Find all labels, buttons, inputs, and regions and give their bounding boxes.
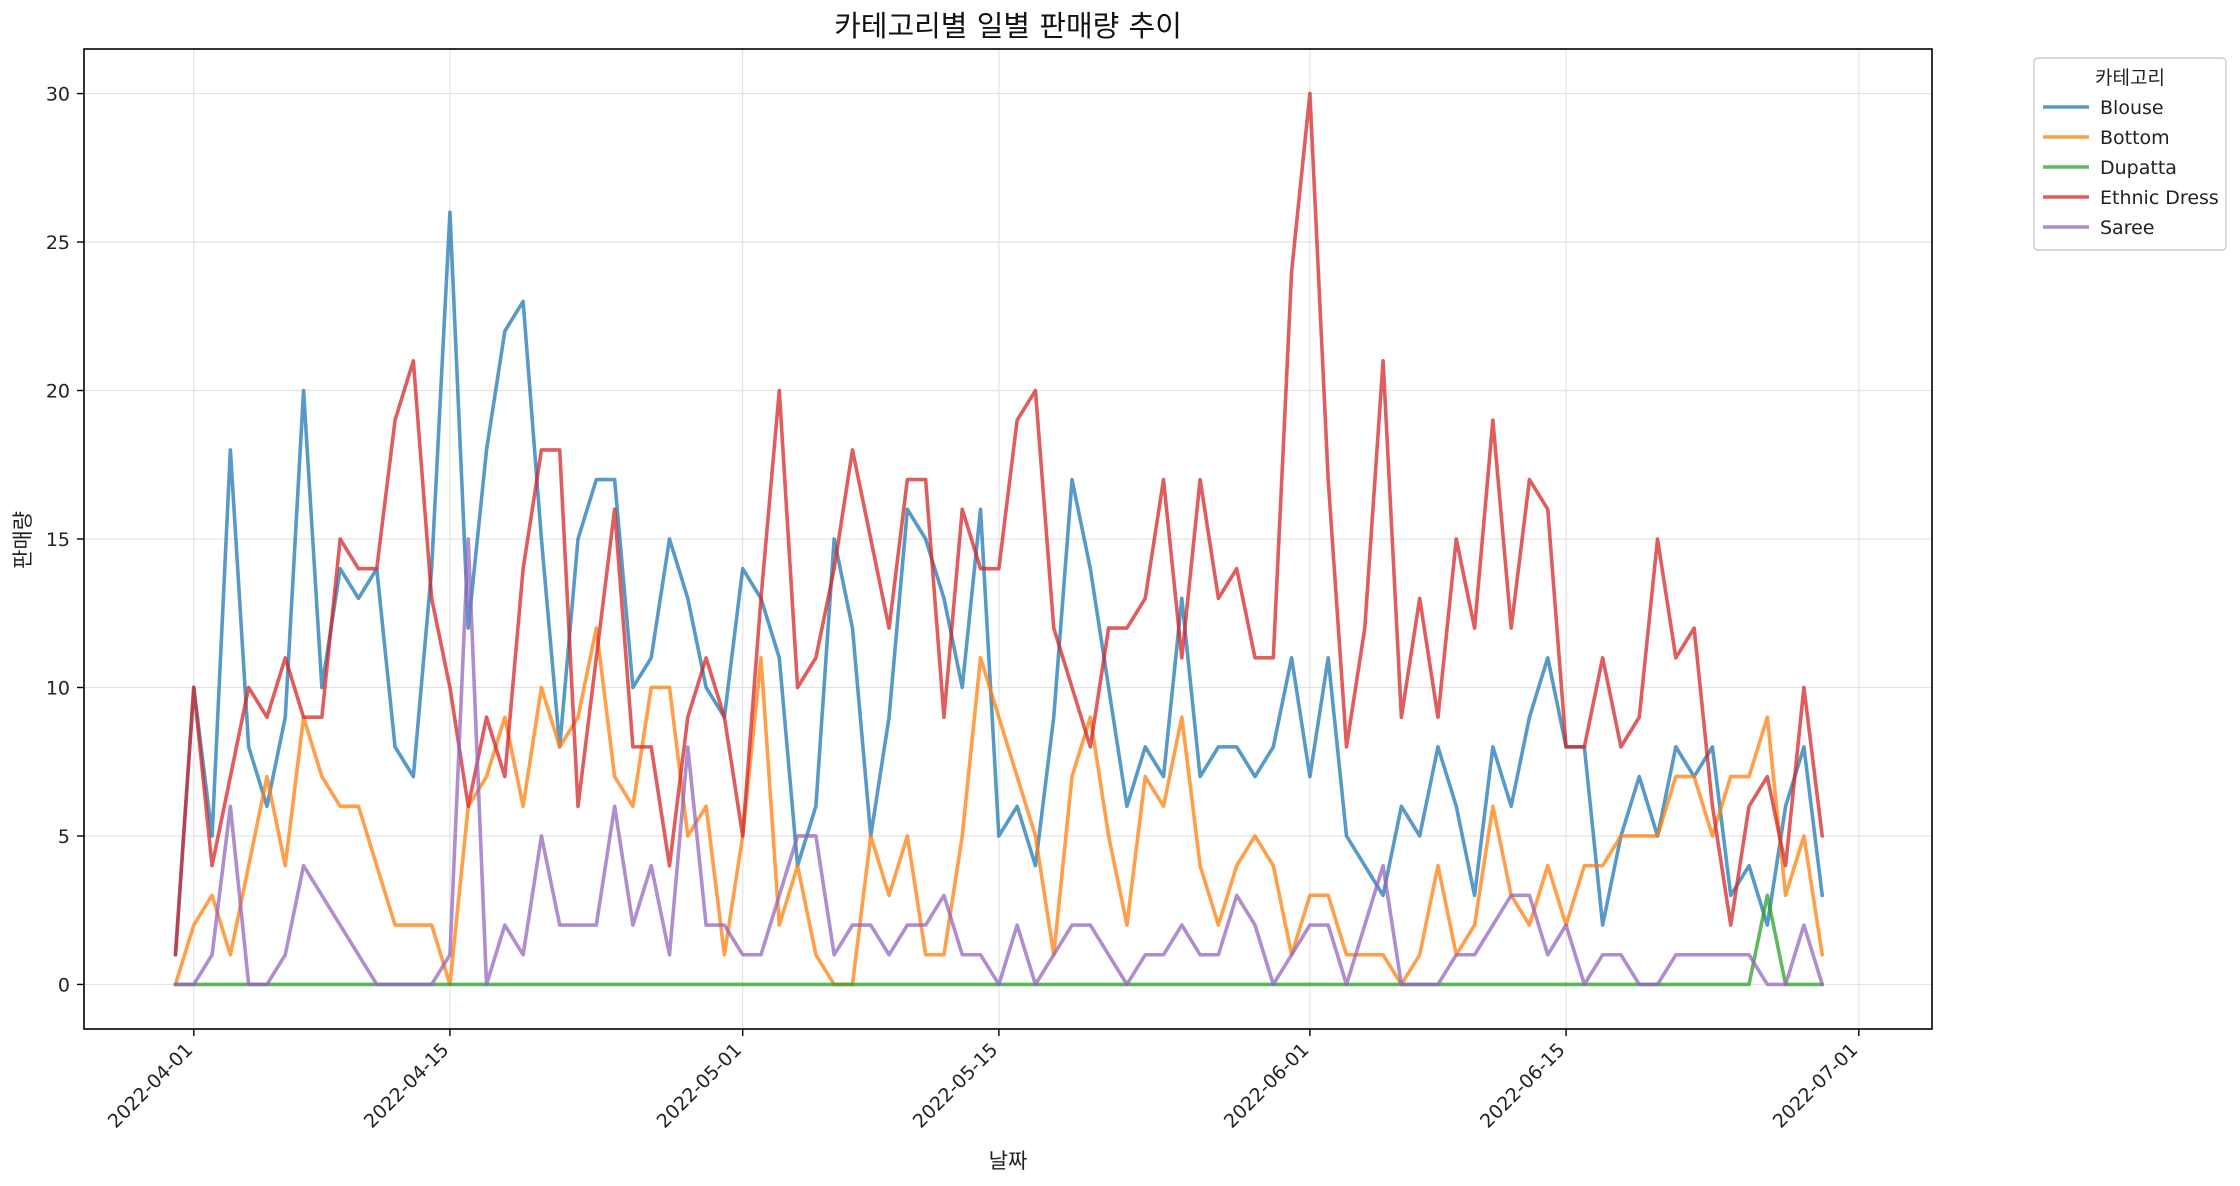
legend: 카테고리 Blouse Bottom Dupatta Ethnic Dress Sare… [2033, 57, 2227, 251]
x-tick-label: 2022-04-15 [360, 1039, 454, 1133]
series-line-saree [173, 537, 1825, 987]
legend-label: Ethnic Dress [2100, 187, 2219, 209]
x-tick-label: 2022-05-15 [909, 1039, 1003, 1133]
legend-label: Blouse [2100, 97, 2164, 119]
y-axis-title: 판매량 [11, 511, 35, 569]
x-tick-label: 2022-07-01 [1769, 1039, 1863, 1133]
y-tick-label: 10 [46, 677, 70, 699]
y-tick-label: 0 [58, 974, 70, 996]
x-tick-label: 2022-06-15 [1476, 1039, 1570, 1133]
y-tick-label: 25 [46, 232, 70, 254]
chart-title: 카테고리별 일별 판매량 추이 [834, 9, 1182, 43]
legend-label: Bottom [2100, 127, 2170, 149]
y-tick-label: 15 [46, 529, 70, 551]
y-tick-label: 30 [46, 84, 70, 106]
x-tick-label: 2022-06-01 [1220, 1039, 1314, 1133]
series-line-blouse [173, 210, 1825, 957]
y-tick-label: 5 [58, 826, 70, 848]
x-tick-label: 2022-04-01 [104, 1039, 198, 1133]
grid-layer [84, 49, 1932, 1029]
x-axis-title: 날짜 [989, 1149, 1028, 1173]
legend-title: 카테고리 [2095, 67, 2165, 89]
x-tick-label: 2022-05-01 [653, 1039, 747, 1133]
series-line-ethnic-dress [173, 91, 1825, 957]
series-layer [173, 91, 1825, 987]
legend-items: Blouse Bottom Dupatta Ethnic Dress Saree [2043, 97, 2219, 239]
legend-label: Saree [2100, 217, 2154, 239]
y-tick-label: 20 [46, 381, 70, 403]
legend-label: Dupatta [2100, 157, 2177, 179]
